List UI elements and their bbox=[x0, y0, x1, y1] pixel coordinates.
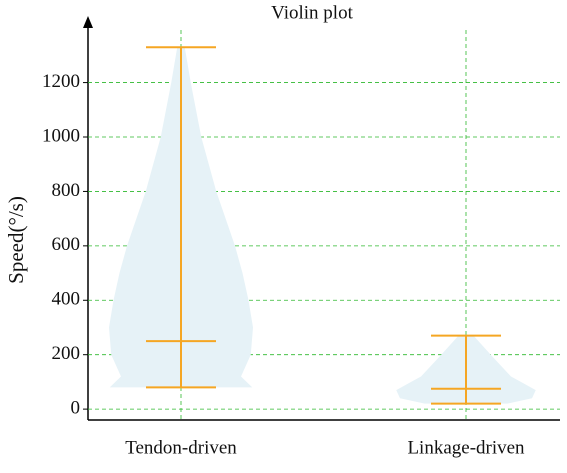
chart-title: Violin plot bbox=[271, 2, 353, 23]
y-tick-label: 200 bbox=[52, 343, 81, 364]
x-tick-label: Linkage-driven bbox=[407, 437, 525, 458]
y-tick-label: 600 bbox=[52, 234, 81, 255]
y-axis-label: Speed(°/s) bbox=[4, 196, 28, 284]
x-tick-label: Tendon-driven bbox=[125, 437, 237, 458]
y-tick-label: 1200 bbox=[42, 71, 80, 92]
y-tick-label: 0 bbox=[71, 397, 81, 418]
y-tick-label: 800 bbox=[52, 180, 81, 201]
y-axis-arrow bbox=[83, 16, 93, 28]
y-tick-label: 400 bbox=[52, 289, 81, 310]
y-tick-label: 1000 bbox=[42, 125, 80, 146]
